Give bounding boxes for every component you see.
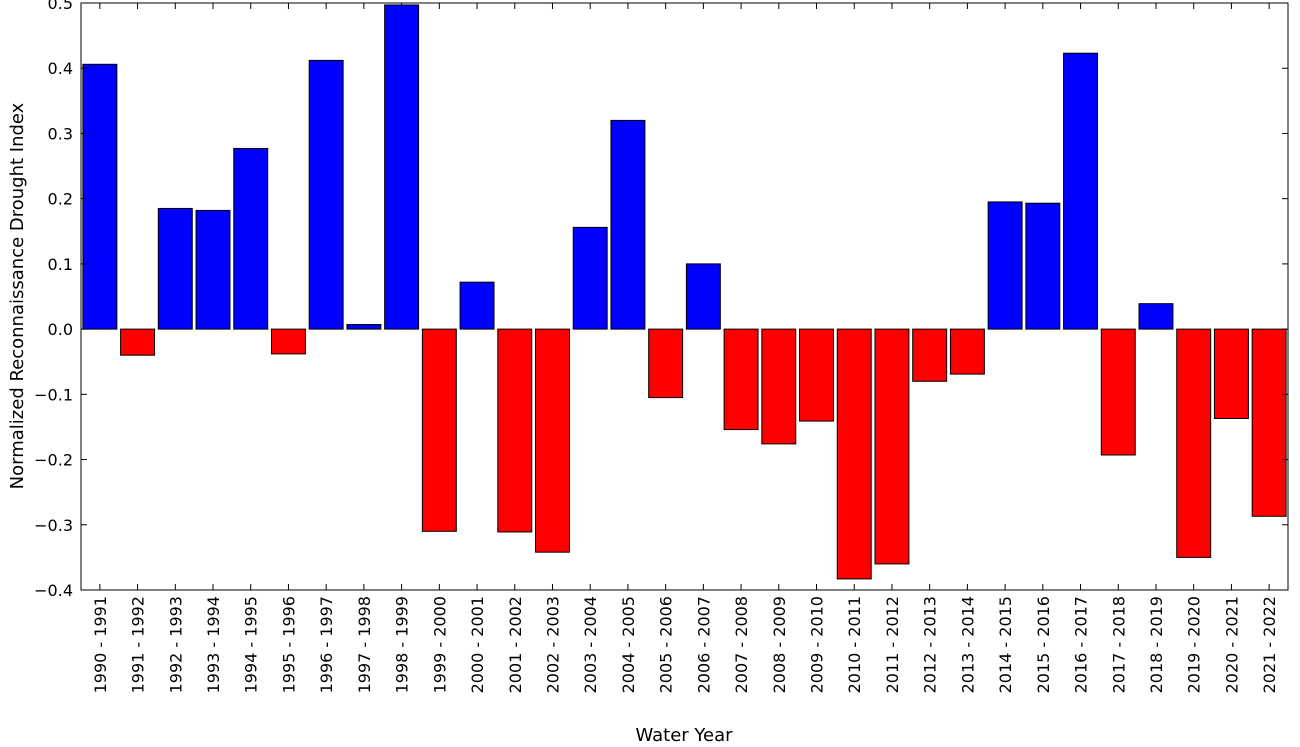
y-tick-label: 0.3: [48, 124, 73, 143]
bar-2013-2014: [949, 328, 985, 375]
bar-2021-2022: [1251, 328, 1287, 517]
x-tick-label: 2015 - 2016: [1034, 596, 1053, 693]
x-tick-label: 1992 - 1993: [166, 596, 185, 693]
x-tick-label: 2010 - 2011: [845, 596, 864, 693]
bar-1990-1991: [82, 63, 118, 330]
x-tick-label: 1991 - 1992: [129, 596, 148, 693]
x-tick-label: 1997 - 1998: [355, 596, 374, 693]
x-tick-label: 1996 - 1997: [317, 596, 336, 693]
bar-2012-2013: [912, 328, 948, 382]
bar-2020-2021: [1213, 328, 1249, 419]
bar-2019-2020: [1176, 328, 1212, 558]
x-tick-label: 2013 - 2014: [958, 596, 977, 693]
y-tick-label: −0.2: [34, 451, 73, 470]
bar-2010-2011: [836, 328, 872, 580]
bar-2018-2019: [1138, 303, 1174, 330]
x-tick-label: 2019 - 2020: [1185, 596, 1204, 693]
plot-frame: [80, 2, 1289, 591]
bar-2009-2010: [799, 328, 834, 422]
y-tick-label: 0.5: [48, 0, 73, 13]
x-tick-label: 2018 - 2019: [1147, 596, 1166, 693]
x-tick-label: 2020 - 2021: [1222, 596, 1241, 693]
bar-1999-2000: [421, 328, 457, 532]
bar-1994-1995: [233, 147, 269, 330]
y-tick-label: 0.0: [48, 320, 73, 339]
bar-2007-2008: [723, 328, 759, 431]
x-tick-label: 2017 - 2018: [1109, 596, 1128, 693]
x-tick-label: 2002 - 2003: [543, 596, 562, 693]
x-tick-label: 1999 - 2000: [430, 596, 449, 693]
bar-2004-2005: [610, 119, 646, 330]
x-tick-label: 2000 - 2001: [468, 596, 487, 693]
bars-group: [82, 4, 1287, 580]
bar-1993-1994: [195, 209, 231, 330]
x-tick-label: 2003 - 2004: [581, 596, 600, 693]
y-axis-ticks: 0.5 0.4 0.3 0.2 0.1 0.0 −0.1 −0.2 −0.3 −0.4: [34, 0, 1288, 600]
bar-2001-2002: [497, 328, 533, 533]
x-tick-label: 2007 - 2008: [732, 596, 751, 693]
bar-2000-2001: [459, 281, 495, 330]
bar-2002-2003: [535, 328, 570, 553]
x-axis-ticks: 1990 - 1991 1991 - 1992 1992 - 1993 1993 - …: [91, 3, 1279, 693]
bar-1997-1998: [346, 324, 382, 330]
bar-1991-1992: [120, 328, 156, 356]
y-tick-label: 0.1: [48, 255, 73, 274]
x-tick-label: 1998 - 1999: [393, 596, 412, 693]
y-tick-label: 0.2: [48, 190, 73, 209]
x-tick-label: 2011 - 2012: [883, 596, 902, 693]
bar-2014-2015: [987, 201, 1023, 330]
bar-2003-2004: [572, 226, 608, 330]
x-tick-label: 1990 - 1991: [91, 596, 110, 693]
bar-1998-1999: [384, 4, 420, 330]
x-tick-label: 2006 - 2007: [694, 596, 713, 693]
x-tick-label: 2005 - 2006: [657, 596, 676, 693]
x-tick-label: 1995 - 1996: [279, 596, 298, 693]
y-axis-title: Normalized Reconnaissance Drought Index: [7, 102, 28, 489]
y-tick-label: −0.1: [34, 385, 73, 404]
bar-2011-2012: [874, 328, 910, 565]
bar-1995-1996: [270, 328, 306, 355]
bar-1992-1993: [157, 207, 193, 330]
bar-2005-2006: [648, 328, 684, 399]
x-tick-label: 2004 - 2005: [619, 596, 638, 693]
x-tick-label: 2014 - 2015: [996, 596, 1015, 693]
bar-2015-2016: [1025, 202, 1061, 330]
x-axis-title: Water Year: [635, 725, 733, 746]
x-tick-label: 2021 - 2022: [1260, 596, 1279, 693]
bar-2008-2009: [761, 328, 797, 445]
x-tick-label: 2016 - 2017: [1072, 596, 1091, 693]
x-tick-label: 1993 - 1994: [204, 596, 223, 693]
bar-2006-2007: [685, 263, 721, 330]
y-tick-label: −0.3: [34, 516, 73, 535]
bar-1996-1997: [308, 59, 344, 330]
x-tick-label: 2001 - 2002: [506, 596, 525, 693]
y-tick-label: 0.4: [48, 59, 73, 78]
x-tick-label: 2009 - 2010: [808, 596, 827, 693]
y-tick-label: −0.4: [34, 581, 73, 600]
bar-2016-2017: [1063, 52, 1099, 330]
bar-2017-2018: [1100, 328, 1136, 456]
x-tick-label: 2008 - 2009: [770, 596, 789, 693]
x-tick-label: 2012 - 2013: [921, 596, 940, 693]
x-tick-label: 1994 - 1995: [242, 596, 261, 693]
